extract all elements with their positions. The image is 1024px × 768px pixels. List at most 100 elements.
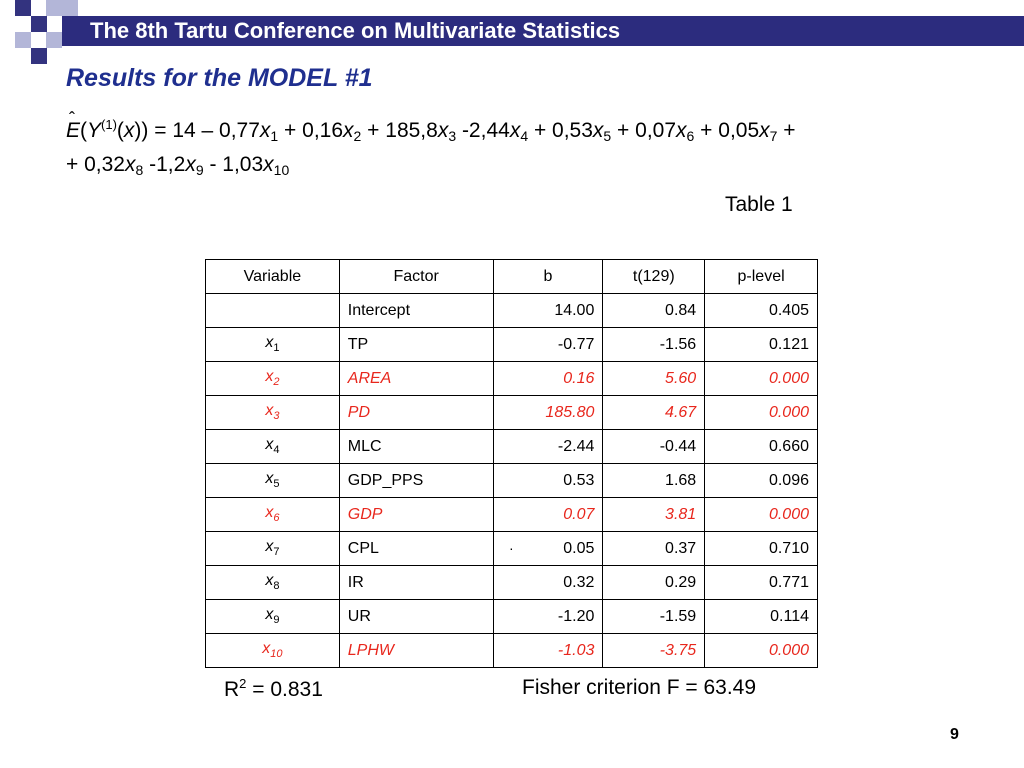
eq-text: + 185,8: [361, 119, 438, 142]
eq-sub: 3: [448, 128, 457, 144]
cell-t: -1.59: [602, 599, 706, 634]
variable-subscript: 9: [273, 614, 280, 627]
eq-text: + 0,16: [278, 119, 344, 142]
cell-p-level: 0.000: [704, 395, 818, 430]
cell-t: 0.37: [602, 531, 706, 566]
cell-p-level: 0.114: [704, 599, 818, 634]
cell-t: 5.60: [602, 361, 706, 396]
decor-square: [62, 0, 78, 16]
cell-variable: [205, 293, 340, 328]
cell-p-level: 0.121: [704, 327, 818, 362]
eq-var: x: [259, 119, 271, 142]
variable-symbol: x: [265, 402, 274, 420]
cell-factor: TP: [338, 327, 494, 362]
table-row: x6 GDP 0.07 3.81 0.000: [205, 497, 818, 532]
cell-t: 3.81: [602, 497, 706, 532]
eq-var: x: [263, 153, 274, 176]
eq-var: x: [185, 153, 196, 176]
header-factor: Factor: [338, 259, 494, 294]
table-header-row: Variable Factor b t(129) p-level: [205, 259, 818, 294]
table-row: x1 TP -0.77 -1.56 0.121: [205, 327, 818, 362]
eq-var: x: [124, 153, 136, 176]
page-number: 9: [950, 726, 959, 743]
cell-factor: AREA: [338, 361, 494, 396]
eq-var: x: [759, 119, 770, 142]
slide-title: Results for the MODEL #1: [66, 64, 373, 92]
cell-variable: x5: [205, 463, 340, 498]
eq-sup: (1): [101, 117, 117, 132]
cell-p-level: 0.096: [704, 463, 818, 498]
cell-t: -0.44: [602, 429, 706, 464]
cell-variable: x7: [205, 531, 340, 566]
decor-square: [31, 48, 47, 64]
header-title: The 8th Tartu Conference on Multivariate…: [90, 18, 621, 43]
variable-subscript: 1: [273, 342, 280, 355]
cell-variable: x2: [205, 361, 340, 396]
table-row: x10 LPHW -1.03 -3.75 0.000: [205, 633, 818, 668]
cell-factor: GDP: [338, 497, 494, 532]
cell-factor: PD: [338, 395, 494, 430]
variable-symbol: x: [262, 640, 271, 658]
stray-mark: ·: [509, 540, 514, 556]
variable-symbol: x: [265, 504, 274, 522]
eq-terms: x8 -1,2x9 - 1,03x10: [124, 153, 290, 178]
cell-b: -1.20: [492, 599, 604, 634]
eq-sub: 10: [273, 162, 290, 178]
cell-factor: IR: [338, 565, 494, 600]
cell-b: 0.53: [492, 463, 604, 498]
r2-sup: 2: [239, 676, 247, 691]
cell-b: -0.77: [492, 327, 604, 362]
variable-subscript: 10: [270, 648, 283, 661]
cell-t: -3.75: [602, 633, 706, 668]
eq-var: x: [676, 119, 687, 142]
cell-b: 0.32: [492, 565, 604, 600]
table-row: x5 GDP_PPS 0.53 1.68 0.096: [205, 463, 818, 498]
cell-p-level: 0.771: [704, 565, 818, 600]
cell-factor: LPHW: [338, 633, 494, 668]
decor-square: [31, 16, 47, 32]
table-row: x7 CPL 0.05 0.37 0.710: [205, 531, 818, 566]
cell-variable: x1: [205, 327, 340, 362]
eq-text: (: [80, 119, 88, 142]
eq-sub: 2: [353, 128, 362, 144]
variable-subscript: 4: [273, 444, 280, 457]
equation-line-2: + 0,32x8 -1,2x9 - 1,03x10: [66, 151, 289, 179]
cell-b: -1.03: [492, 633, 604, 668]
variable-subscript: 7: [273, 546, 280, 559]
cell-b: 0.05: [492, 531, 604, 566]
table-row: x4 MLC -2.44 -0.44 0.660: [205, 429, 818, 464]
table-row: x8 IR 0.32 0.29 0.771: [205, 565, 818, 600]
cell-factor: Intercept: [338, 293, 494, 328]
eq-text: + 0,07: [611, 119, 677, 142]
variable-symbol: x: [265, 538, 274, 556]
eq-sub: 6: [686, 128, 695, 144]
cell-b: -2.44: [492, 429, 604, 464]
variable-subscript: 6: [273, 512, 280, 525]
eq-text: - 1,03: [203, 153, 264, 176]
variable-symbol: x: [265, 470, 274, 488]
cell-p-level: 0.000: [704, 633, 818, 668]
cell-p-level: 0.660: [704, 429, 818, 464]
variable-symbol: x: [265, 368, 274, 386]
eq-sub: 7: [769, 128, 778, 144]
eq-text: )) = 14 – 0,77: [134, 119, 260, 142]
eq-text: + 0,32: [66, 153, 125, 176]
variable-subscript: 2: [273, 376, 280, 389]
eq-var: x: [343, 119, 354, 142]
table-row: Intercept 14.00 0.84 0.405: [205, 293, 818, 328]
equation-line-1: E(Y(1)(x)) = 14 – 0,77x1 + 0,16x2 + 185,…: [66, 105, 796, 145]
decor-square: [15, 32, 31, 48]
cell-p-level: 0.405: [704, 293, 818, 328]
header-variable: Variable: [205, 259, 340, 294]
eq-y: Y: [87, 119, 102, 142]
cell-b: 0.16: [492, 361, 604, 396]
eq-text: + 0,53: [528, 119, 593, 142]
cell-factor: CPL: [338, 531, 494, 566]
eq-text: -1,2: [143, 153, 186, 176]
cell-t: -1.56: [602, 327, 706, 362]
table-label: Table 1: [725, 193, 793, 216]
eq-text: +: [777, 119, 796, 142]
table-row: x9 UR -1.20 -1.59 0.114: [205, 599, 818, 634]
r-squared: R2 = 0.831: [224, 676, 323, 702]
cell-variable: x3: [205, 395, 340, 430]
